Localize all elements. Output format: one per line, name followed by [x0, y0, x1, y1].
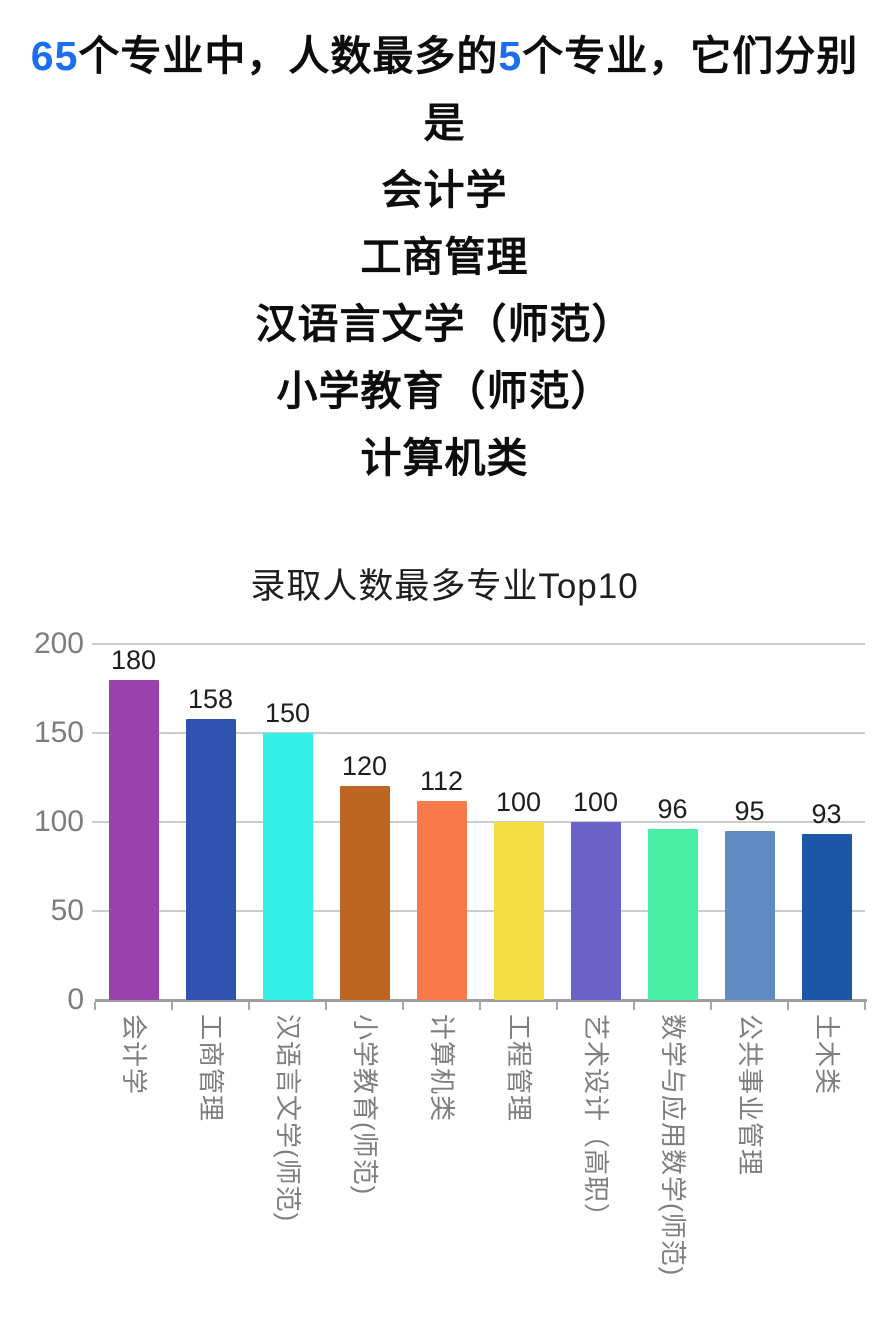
bar-value-label: 93 [811, 799, 842, 830]
y-axis-tick-label: 100 [33, 805, 84, 838]
total-majors-count: 65 [30, 33, 79, 79]
major-item-4: 小学教育（师范） [276, 368, 613, 414]
bar [647, 829, 698, 1000]
bar [570, 822, 621, 1000]
x-axis-category-label: 会计学 [118, 1014, 149, 1096]
x-axis-tick [479, 1002, 481, 1010]
bar [108, 679, 159, 1000]
bar-value-label: 180 [110, 644, 157, 675]
x-axis-category-label: 计算机类 [426, 1014, 457, 1123]
y-gridline [92, 910, 865, 912]
bar-value-label: 150 [264, 698, 311, 728]
x-axis-tick [248, 1002, 250, 1010]
x-axis-tick [864, 1002, 866, 1010]
major-item-2: 工商管理 [360, 234, 529, 280]
bar [416, 800, 467, 1000]
bar [801, 834, 852, 1000]
x-axis-tick [171, 1002, 173, 1010]
x-axis-tick [94, 1002, 96, 1010]
x-axis-tick [710, 1002, 712, 1010]
summary-line-2: 是 [423, 100, 466, 146]
bar-value-label: 120 [341, 751, 388, 782]
top-majors-count: 5 [498, 33, 523, 79]
x-axis-category-label: 工商管理 [195, 1014, 226, 1123]
chart-title: 录取人数最多专业Top10 [250, 567, 639, 606]
x-axis-category-label: 汉语言文学(师范) [272, 1014, 303, 1223]
major-item-3: 汉语言文学（师范） [255, 301, 634, 347]
x-axis-tick [325, 1002, 327, 1010]
x-axis-tick [633, 1002, 635, 1010]
summary-line-1-end: 个专业，它们分别 [522, 33, 859, 79]
y-gridline [92, 643, 865, 645]
bar [339, 786, 390, 1000]
bar-value-label: 158 [187, 683, 234, 714]
x-axis-tick [402, 1002, 404, 1010]
y-gridline [92, 821, 865, 823]
x-axis-tick [787, 1002, 789, 1010]
major-item-1: 会计学 [381, 167, 508, 213]
x-axis-category-label: 小学教育(师范) [349, 1014, 380, 1196]
bar [262, 733, 313, 1000]
y-axis-tick-label: 0 [67, 983, 84, 1016]
x-axis-category-label: 艺术设计（高职） [580, 1014, 611, 1231]
bar-value-label: 100 [572, 787, 619, 817]
bar-value-label: 95 [734, 795, 765, 826]
y-axis-tick-label: 50 [50, 894, 84, 927]
bar-value-label: 96 [657, 794, 688, 825]
bar [493, 822, 544, 1000]
bar [185, 718, 236, 1000]
summary-line-1-mid: 个专业中，人数最多的 [78, 33, 499, 79]
x-axis-category-label: 数学与应用数学(师范) [657, 1014, 688, 1277]
bar-value-label: 112 [419, 765, 464, 796]
y-gridline [92, 732, 865, 734]
y-axis-tick-label: 150 [33, 716, 84, 749]
x-axis-tick [556, 1002, 558, 1010]
x-axis-category-label: 公共事业管理 [734, 1014, 765, 1177]
major-item-5: 计算机类 [360, 435, 529, 481]
x-axis-line [95, 999, 867, 1002]
y-axis-tick-label: 200 [33, 627, 84, 660]
bar-value-label: 100 [495, 787, 542, 817]
summary-text-block: 65个专业中，人数最多的5个专业，它们分别 是 会计学 工商管理 汉语言文学（师… [0, 23, 889, 492]
x-axis-category-label: 工程管理 [503, 1014, 534, 1123]
bar [724, 830, 775, 1000]
x-axis-category-label: 土木类 [811, 1014, 842, 1096]
summary-line-1: 65个专业中，人数最多的5个专业，它们分别 [0, 23, 889, 90]
